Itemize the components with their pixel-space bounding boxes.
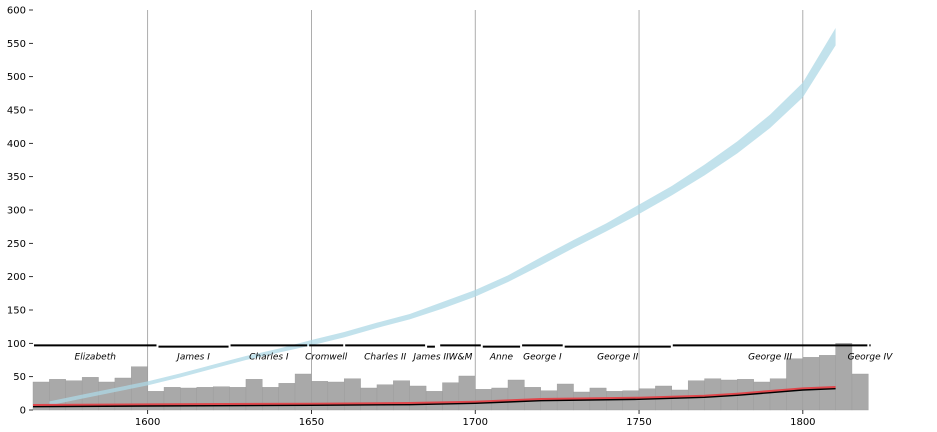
histogram-bar [819, 355, 836, 411]
histogram-bar [573, 391, 591, 411]
y-tick-label: 50 [13, 372, 26, 383]
reign-label: George II [597, 352, 638, 362]
histogram-bar [229, 387, 247, 411]
histogram-bar [786, 358, 804, 411]
x-tick-label: 1700 [463, 417, 488, 428]
y-tick-label: 250 [7, 239, 26, 250]
y-tick-label: 0 [20, 406, 26, 417]
reign-label: George I [523, 352, 562, 362]
y-tick-label: 100 [7, 339, 26, 350]
histogram-bar [802, 357, 820, 411]
histogram-bar [212, 386, 230, 411]
histogram-bar [393, 380, 410, 411]
histogram-bar [606, 391, 623, 411]
reign-label: Elizabeth [75, 352, 117, 362]
band-layer [49, 28, 836, 406]
histogram-bar [507, 379, 525, 411]
histogram-bar [425, 391, 443, 411]
histogram-bar [556, 383, 574, 411]
x-tick-label: 1600 [135, 417, 160, 428]
histogram-bar [622, 390, 640, 411]
histogram-bar [262, 387, 279, 411]
histogram-bar [769, 378, 787, 411]
reign-label: James I [175, 352, 210, 362]
reign-label: George III [748, 352, 792, 362]
histogram-bar [360, 387, 378, 411]
x-tick-label: 1800 [790, 417, 815, 428]
reign-label: Charles I [249, 352, 289, 362]
histogram-bar [491, 387, 509, 411]
wages-red-line [32, 386, 836, 407]
histogram-bar [475, 389, 492, 411]
y-tick-label: 300 [7, 206, 26, 217]
reign-label: Cromwell [305, 352, 348, 362]
histogram-bar [442, 382, 460, 411]
reign-label: Charles II [364, 352, 406, 362]
reign-label: George IV [848, 352, 893, 362]
histogram-bar [180, 387, 197, 411]
histogram-bar [376, 384, 394, 411]
histogram-bar [147, 391, 165, 411]
y-tick-label: 500 [7, 72, 26, 83]
histogram-bar [851, 373, 869, 411]
reign-label: Anne [489, 352, 514, 362]
y-tick-label: 350 [7, 172, 26, 183]
grid-layer [147, 10, 804, 410]
histogram-bar [753, 381, 771, 411]
histogram-bar [671, 389, 689, 411]
x-tick-label: 1650 [299, 417, 324, 428]
wages-black-line [32, 387, 836, 408]
y-axis: 0 50 100 150 200 250 300 350 400 450 500 550 600 1600… [7, 6, 816, 429]
price-band-area [49, 28, 836, 406]
y-tick-label: 450 [7, 106, 26, 117]
histogram-bar [196, 387, 214, 411]
x-tick-label: 1750 [626, 417, 651, 428]
reigns-layer: Elizabeth James I Charles I Cromwell Charles… [34, 344, 893, 362]
y-tick-label: 150 [7, 306, 26, 317]
histogram-bar [409, 385, 427, 411]
reign-label: James II [411, 352, 449, 362]
y-tick-label: 600 [7, 6, 26, 17]
y-tick-label: 550 [7, 39, 26, 50]
y-tick-label: 200 [7, 272, 26, 283]
reign-label: W&M [449, 352, 473, 362]
y-tick-label: 400 [7, 139, 26, 150]
histogram-bar [458, 375, 476, 411]
lines-layer [32, 386, 836, 408]
